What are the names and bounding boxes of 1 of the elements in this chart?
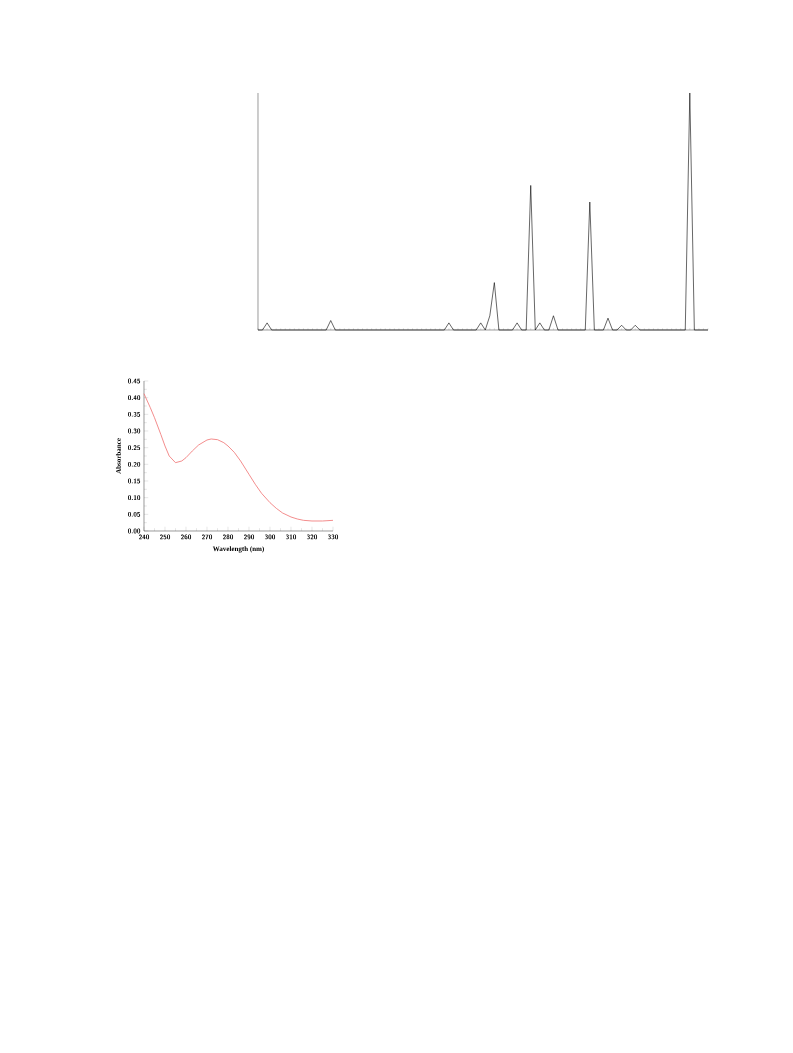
line-series	[143, 393, 334, 522]
